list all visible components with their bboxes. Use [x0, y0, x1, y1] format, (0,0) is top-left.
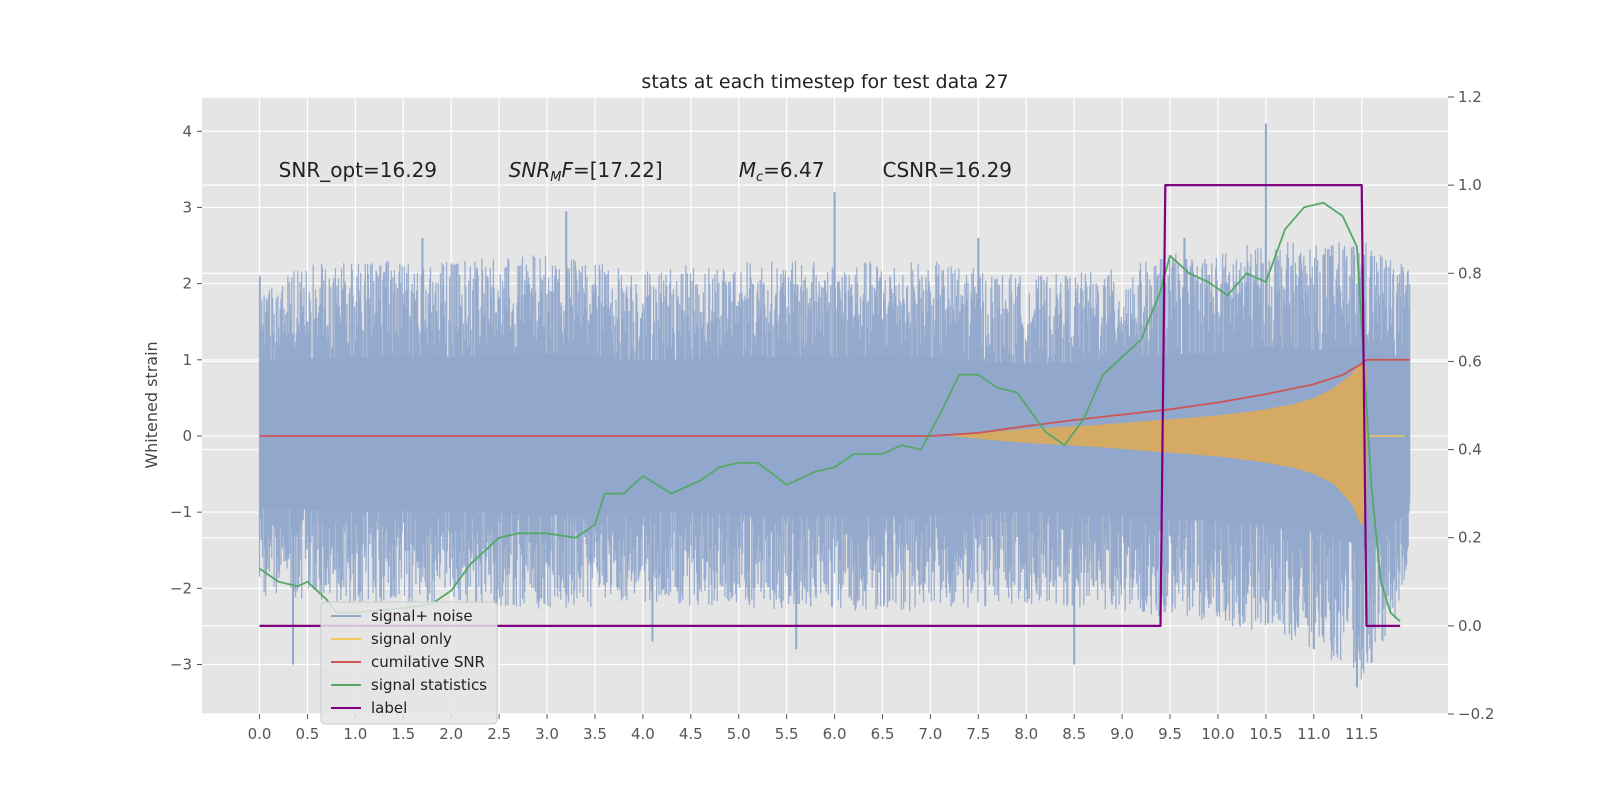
x-tick-label: 10.0: [1201, 725, 1234, 743]
noise-core: [259, 346, 1410, 546]
legend-label: signal only: [371, 630, 452, 648]
y-tick-label: 4: [182, 122, 192, 140]
legend-box: [320, 601, 498, 725]
y-tick-label: −1: [170, 503, 192, 521]
x-tick-label: 4.0: [631, 725, 655, 743]
y-tick-label: −3: [170, 655, 192, 673]
y-tick-label: 2: [182, 275, 192, 293]
chart-title: stats at each timestep for test data 27: [641, 71, 1008, 93]
x-tick-label: 8.5: [1062, 725, 1086, 743]
y2-tick-label: 1.2: [1458, 88, 1482, 106]
x-tick-label: 1.5: [391, 725, 415, 743]
annotation: SNR_opt=16.29: [279, 158, 437, 182]
x-tick-label: 0.0: [248, 725, 272, 743]
x-tick-label: 6.5: [871, 725, 895, 743]
x-tick-label: 5.0: [727, 725, 751, 743]
x-tick-label: 0.5: [296, 725, 320, 743]
x-tick-label: 5.5: [775, 725, 799, 743]
y2-tick-label: 0.2: [1458, 529, 1482, 547]
y-tick-label: 3: [182, 198, 192, 216]
x-tick-label: 3.5: [583, 725, 607, 743]
x-tick-label: 7.0: [919, 725, 943, 743]
series-layer: [258, 123, 1411, 688]
y2-tick-label: 0.0: [1458, 617, 1482, 635]
y2-tick-label: 0.6: [1458, 352, 1482, 370]
x-tick-label: 4.5: [679, 725, 703, 743]
y-tick-label: 0: [182, 427, 192, 445]
x-tick-label: 10.5: [1249, 725, 1282, 743]
y2-tick-label: 0.4: [1458, 441, 1482, 459]
annotations: SNR_opt=16.29 SNRMF=[17.22] Mc=6.47 CSNR=16…: [279, 158, 1012, 185]
y2-tick-label: 1.0: [1458, 176, 1482, 194]
y-tick-label: −2: [170, 579, 192, 597]
x-tick-label: 11.5: [1345, 725, 1378, 743]
x-tick-label: 9.0: [1110, 725, 1134, 743]
x-tick-label: 1.0: [343, 725, 367, 743]
series-signal-only: [949, 361, 1367, 528]
annotation: CSNR=16.29: [883, 158, 1013, 182]
x-tick-label: 2.5: [487, 725, 511, 743]
x-tick-label: 2.0: [439, 725, 463, 743]
x-tick-label: 8.0: [1014, 725, 1038, 743]
x-tick-label: 3.0: [535, 725, 559, 743]
annotation: Mc=6.47: [739, 158, 825, 185]
y-axis-label: Whitened strain: [142, 341, 161, 468]
legend-label: signal+ noise: [371, 607, 473, 625]
series-label: [259, 184, 1401, 627]
y2-tick-label: −0.2: [1458, 705, 1494, 723]
y2-tick-label: 0.8: [1458, 264, 1482, 282]
annotation: SNRMF=[17.22]: [509, 158, 663, 185]
x-tick-label: 7.5: [966, 725, 990, 743]
x-tick-label: 6.0: [823, 725, 847, 743]
x-tick-label: 11.0: [1297, 725, 1330, 743]
legend-label: cumilative SNR: [371, 653, 485, 671]
series-signal-statistics: [258, 201, 1401, 623]
x-tick-label: 9.5: [1158, 725, 1182, 743]
legend-label: signal statistics: [371, 676, 487, 694]
axes: 0.0 0.5 1.0 1.5 2.0 2.5 3.0 3.5 4.0 4.5 5.0 5.5 6.0 6…: [170, 88, 1495, 743]
legend: signal+ noise signal only cumilative SNR si…: [320, 601, 498, 725]
series-cumilative-snr: [259, 358, 1410, 437]
y-tick-label: 1: [182, 351, 192, 369]
legend-label: label: [371, 699, 407, 717]
